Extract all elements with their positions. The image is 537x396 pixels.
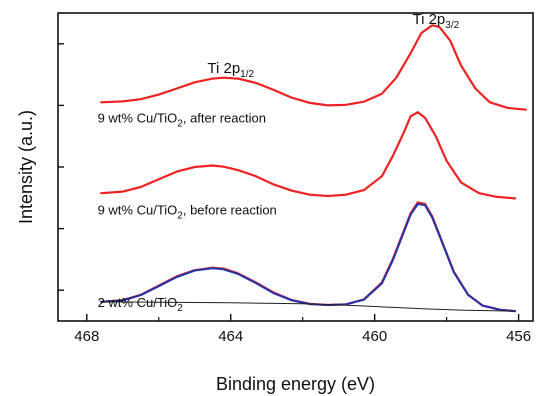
series-group bbox=[100, 24, 527, 313]
x-tick-label-456: 456 bbox=[506, 328, 531, 345]
annotation-ti2p12-main: Ti 2p bbox=[207, 60, 240, 77]
annotation-label_2wt-main: 2 wt% Cu/TiO bbox=[98, 295, 178, 310]
x-tick-label-468: 468 bbox=[74, 328, 99, 345]
annotation-ti2p12-sub: 1/2 bbox=[240, 69, 254, 80]
series-line-background-4 bbox=[100, 301, 516, 312]
annotation-label_after: 9 wt% Cu/TiO2, after reaction bbox=[98, 110, 266, 129]
series-line-spectrum-1 bbox=[100, 111, 517, 200]
series-line-fit-3 bbox=[100, 203, 516, 313]
x-tick-label-460: 460 bbox=[362, 328, 387, 345]
annotation-ti2p32-main: Ti 2p bbox=[412, 11, 445, 28]
annotation-label_after-main: 9 wt% Cu/TiO bbox=[98, 110, 178, 125]
annotation-label_after-rest: , after reaction bbox=[183, 110, 266, 125]
annotation-label_before-rest: , before reaction bbox=[183, 203, 277, 218]
annotation-label_2wt: 2 wt% Cu/TiO2 bbox=[98, 295, 184, 314]
x-axis-title: Binding energy (eV) bbox=[216, 374, 375, 394]
annotation-ti2p32: Ti 2p3/2 bbox=[412, 11, 459, 31]
axes: 468 464 460 456 Binding energy (eV) Intensity… bbox=[16, 43, 531, 394]
annotation-label_before-sub: 2 bbox=[177, 211, 183, 222]
plot-frame bbox=[57, 12, 534, 322]
annotation-label_2wt-sub: 2 bbox=[177, 303, 183, 314]
series-line-spectrum-0 bbox=[100, 24, 527, 111]
annotation-label_before: 9 wt% Cu/TiO2, before reaction bbox=[98, 203, 277, 222]
annotation-ti2p12: Ti 2p1/2 bbox=[207, 60, 254, 80]
annotation-label_before-main: 9 wt% Cu/TiO bbox=[98, 203, 178, 218]
y-axis-title: Intensity (a.u.) bbox=[16, 110, 36, 224]
annotations: Ti 2p1/2Ti 2p3/29 wt% Cu/TiO2, after rea… bbox=[98, 11, 460, 314]
plot-area bbox=[57, 12, 534, 322]
annotation-ti2p32-sub: 3/2 bbox=[445, 20, 459, 31]
x-tick-label-464: 464 bbox=[218, 328, 243, 345]
annotation-label_after-sub: 2 bbox=[177, 118, 183, 129]
